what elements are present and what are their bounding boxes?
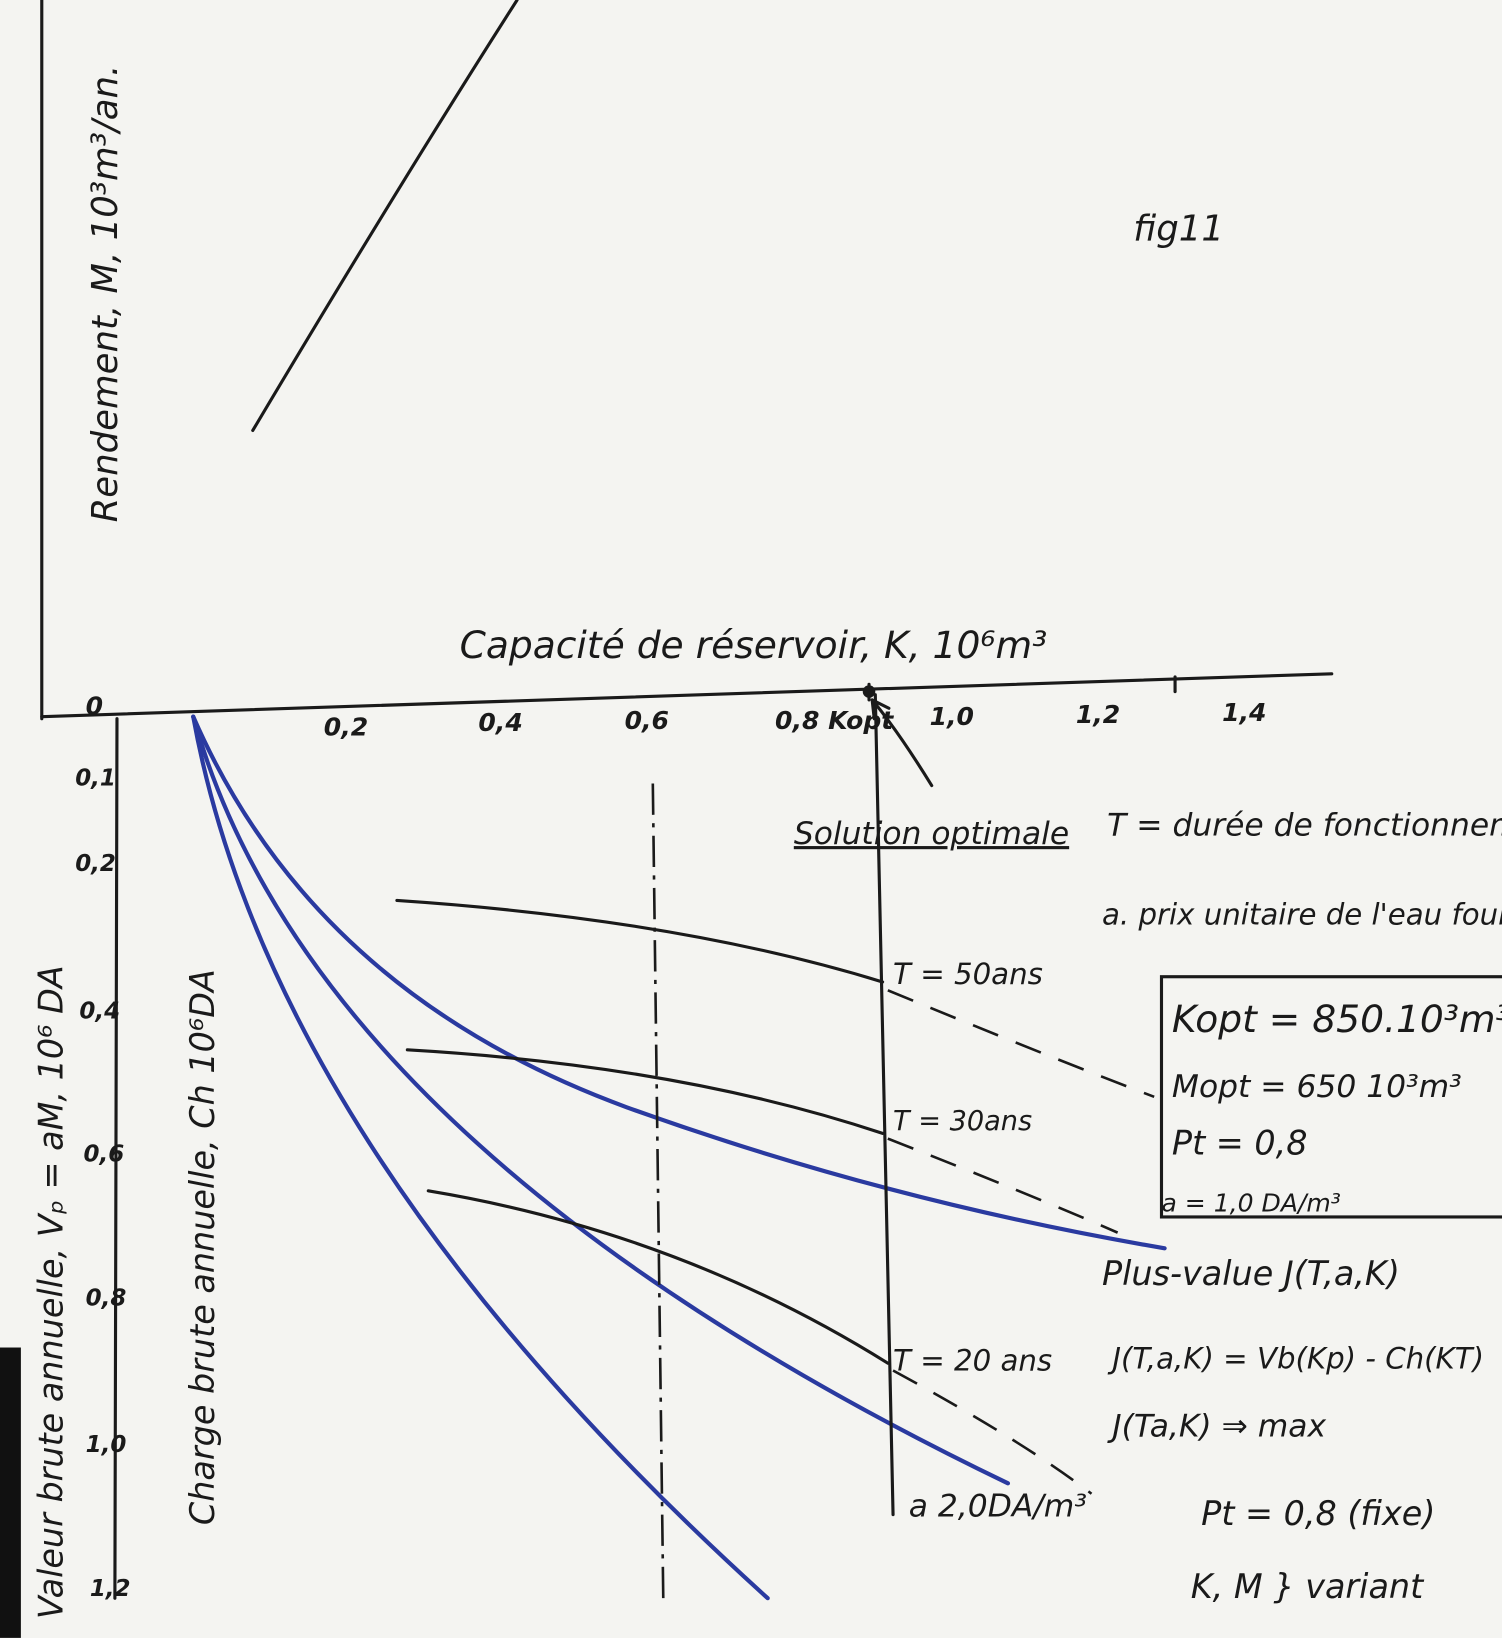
curve-label: T = 30ans (893, 1106, 1032, 1137)
x-axis-title: Capacité de réservoir, K, 10⁶m³ (460, 623, 1048, 667)
note: Pt = 0,8 (fixe) (1201, 1494, 1435, 1533)
box-line: Kopt = 850.10³m³ (1172, 997, 1502, 1041)
box-line: Pt = 0,8 (1172, 1123, 1308, 1162)
y-tick-label: 0,2 (75, 851, 116, 877)
x-tick-label: 1,0 (930, 702, 974, 731)
page: Rendement, M, 10³m³/an. fig11 Capacité d… (0, 0, 1502, 1638)
curve-label: T = 50ans (893, 957, 1043, 991)
optimum-point (863, 685, 876, 698)
x-tick-label: 0,8 Kopt (775, 706, 894, 735)
outer-y-label: Valeur brute annuelle, Vₚ = aM, 10⁶ DA (32, 965, 71, 1619)
figure-label: fig11 (1133, 208, 1224, 249)
note: J(Ta,K) ⇒ max (1106, 1408, 1326, 1444)
y-tick-label: 0,8 (86, 1286, 127, 1312)
y-tick-label: 0,4 (79, 999, 120, 1025)
curve-label: a 2,0DA/m³ (909, 1489, 1087, 1525)
x-tick-label: 1,2 (1076, 700, 1120, 729)
note: Plus-value J(T,a,K) (1102, 1254, 1400, 1293)
figure: Rendement, M, 10³m³/an. fig11 Capacité d… (0, 0, 1502, 1638)
y-tick-label: 1,0 (86, 1432, 127, 1458)
note: K, M } variant (1191, 1567, 1425, 1606)
scan-edge (0, 1348, 21, 1638)
x-tick-label: 1,4 (1222, 698, 1266, 727)
x-tick-label: 0,4 (478, 708, 522, 737)
x-tick-label: 0 (86, 692, 103, 721)
curve-label: T = 20 ans (893, 1343, 1052, 1377)
x-tick-label: 0,2 (324, 712, 368, 741)
box-line: Mopt = 650 10³m³ (1172, 1069, 1462, 1105)
y-tick-label: 0,6 (84, 1142, 125, 1168)
upper-y-label: Rendement, M, 10³m³/an. (85, 65, 126, 523)
solution-label: Solution optimale (794, 816, 1069, 852)
box-line: a = 1,0 DA/m³ (1161, 1189, 1340, 1218)
y-tick-label: 1,2 (90, 1576, 131, 1602)
a-definition: a. prix unitaire de l'eau fournie (1102, 897, 1502, 931)
y-tick-label: 0,1 (75, 766, 116, 792)
note: J(T,a,K) = Vb(Kp) - Ch(KT) (1107, 1341, 1484, 1375)
t-definition: T = durée de fonctionnement (1107, 808, 1502, 844)
x-tick-label: 0,6 (625, 706, 669, 735)
inner-y-label: Charge brute annuelle, Ch 10⁶DA (183, 969, 222, 1525)
